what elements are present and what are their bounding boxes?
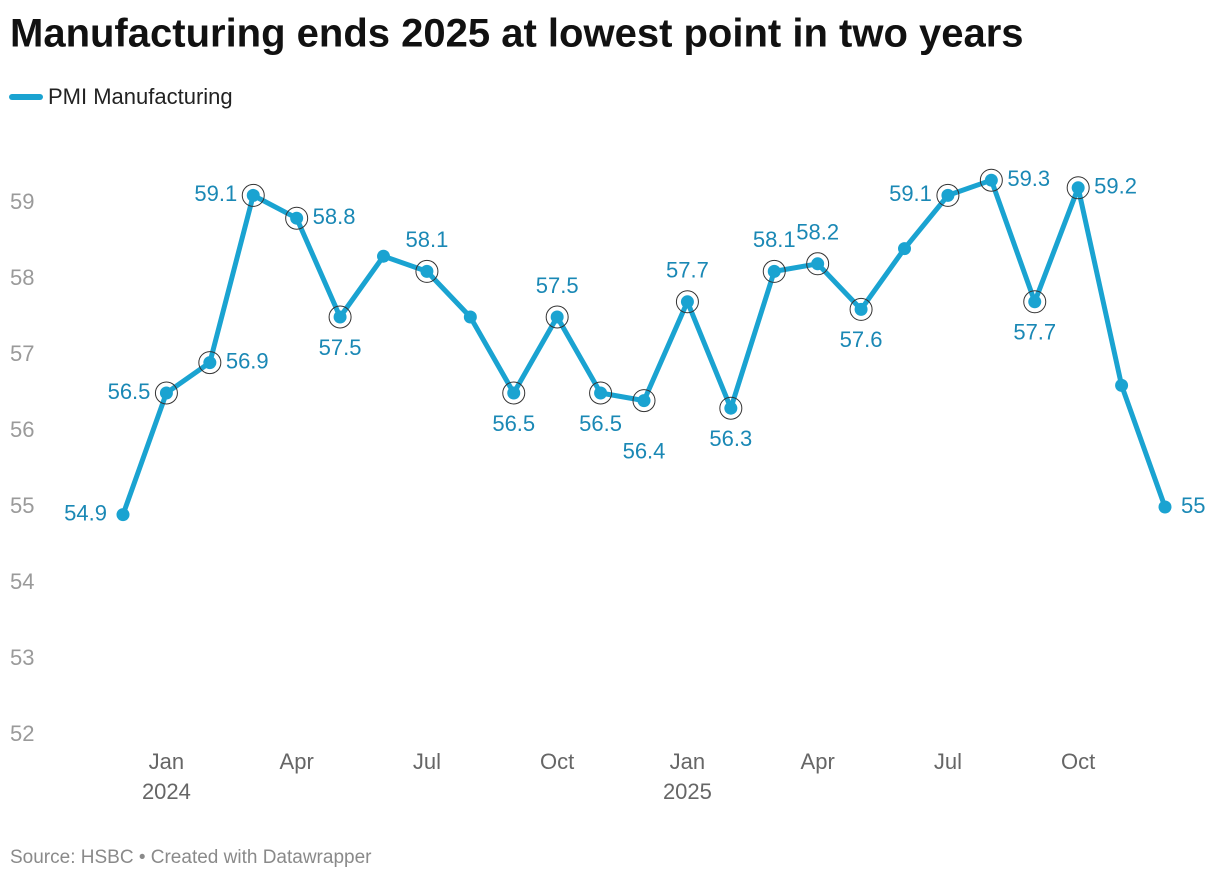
point [420, 264, 434, 278]
point [680, 295, 694, 309]
point [203, 356, 217, 370]
point [898, 242, 911, 256]
x-year-label: 2024 [142, 779, 191, 804]
value-label: 58.1 [753, 227, 796, 252]
point-ring [415, 259, 439, 283]
point [594, 386, 608, 400]
point-ring [154, 381, 178, 405]
point-ring [1066, 176, 1090, 200]
value-label: 56.5 [108, 379, 151, 404]
y-tick-label: 59 [10, 189, 34, 214]
value-label: 59.1 [889, 181, 932, 206]
value-label: 57.5 [536, 273, 579, 298]
point-ring [936, 183, 960, 207]
value-label: 59.3 [1007, 166, 1050, 191]
value-label: 58.8 [313, 204, 356, 229]
x-tick-label: Apr [280, 749, 314, 774]
value-label: 55 [1181, 493, 1205, 518]
value-label: 58.2 [796, 220, 839, 245]
point [1158, 500, 1172, 514]
y-tick-label: 53 [10, 645, 34, 670]
point [333, 310, 347, 324]
point-ring [1023, 290, 1047, 314]
x-tick-label: Oct [540, 749, 574, 774]
point [246, 188, 260, 202]
point-ring [806, 252, 830, 276]
x-tick-label: Jul [413, 749, 441, 774]
value-label: 58.1 [406, 227, 449, 252]
x-tick-label: Jul [934, 749, 962, 774]
y-tick-label: 55 [10, 493, 34, 518]
point [1115, 378, 1129, 392]
value-label: 57.5 [319, 335, 362, 360]
value-label: 57.7 [1013, 320, 1056, 345]
point-ring [632, 389, 656, 413]
value-label: 59.1 [194, 181, 237, 206]
value-label: 56.9 [226, 348, 269, 373]
value-label: 57.7 [666, 258, 709, 283]
x-tick-label: Jan [670, 749, 705, 774]
chart-title: Manufacturing ends 2025 at lowest point … [10, 12, 1024, 56]
legend-label: PMI Manufacturing [48, 84, 233, 109]
value-label: 57.6 [840, 327, 883, 352]
point [159, 386, 173, 400]
value-label: 56.3 [709, 426, 752, 451]
point [550, 310, 564, 324]
point [1028, 295, 1042, 309]
point [941, 188, 955, 202]
x-year-label: 2025 [663, 779, 712, 804]
point [767, 264, 781, 278]
y-tick-label: 58 [10, 265, 34, 290]
y-tick-label: 54 [10, 569, 34, 594]
point-ring [241, 183, 265, 207]
point [1071, 181, 1085, 195]
point-ring [849, 297, 873, 321]
point [290, 211, 304, 225]
point-ring [762, 259, 786, 283]
value-label: 54.9 [64, 500, 107, 525]
y-tick-label: 56 [10, 417, 34, 442]
point-ring [979, 168, 1003, 192]
point-ring [198, 351, 222, 375]
value-label: 56.5 [579, 411, 622, 436]
point-ring [285, 206, 309, 230]
x-tick-label: Jan [149, 749, 184, 774]
point-ring [719, 396, 743, 420]
point [984, 173, 998, 187]
value-label: 56.5 [492, 411, 535, 436]
point [507, 386, 521, 400]
point [377, 249, 390, 263]
point [811, 257, 825, 271]
point-ring [328, 305, 352, 329]
point-ring [502, 381, 526, 405]
value-label: 59.2 [1094, 174, 1137, 199]
point [637, 394, 651, 408]
value-label: 56.4 [623, 438, 666, 463]
point [724, 401, 738, 415]
point-ring [545, 305, 569, 329]
x-tick-label: Apr [801, 749, 835, 774]
point [463, 310, 477, 324]
line [120, 177, 1168, 516]
point-ring [589, 381, 613, 405]
point-ring [675, 290, 699, 314]
point [116, 508, 130, 522]
point [854, 302, 868, 316]
x-tick-label: Oct [1061, 749, 1095, 774]
source: Source: HSBC • Created with Datawrapper [10, 847, 372, 868]
y-tick-label: 57 [10, 341, 34, 366]
y-tick-label: 52 [10, 721, 34, 746]
